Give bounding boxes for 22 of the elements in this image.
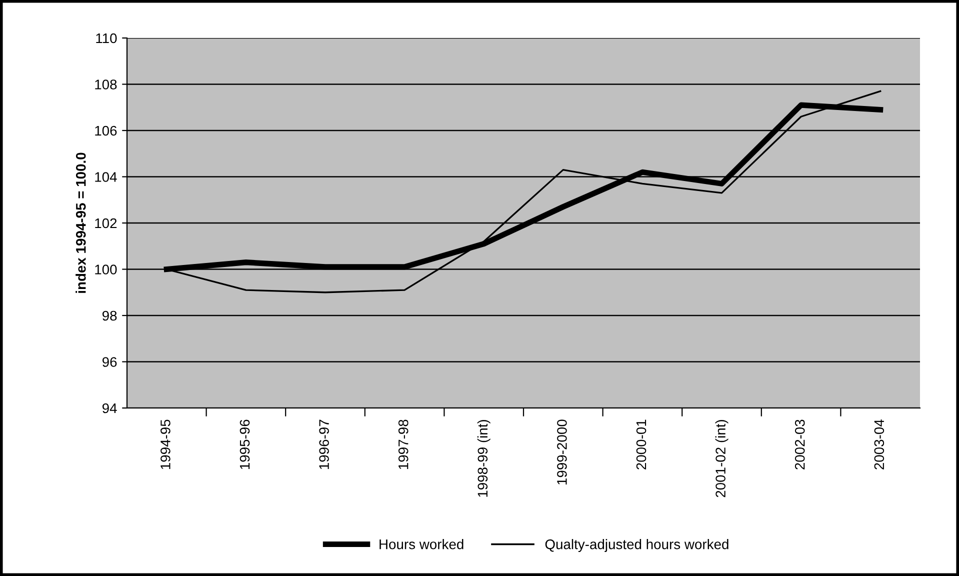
y-tick-label: 106 — [95, 126, 117, 136]
x-tick-label: 1994-95 — [160, 420, 170, 470]
x-tick-label: 2001-02 (int) — [715, 420, 728, 498]
y-tick-label: 94 — [102, 403, 117, 414]
y-tick-label: 96 — [102, 357, 117, 367]
y-axis-title: index 1994-95 = 100.0 — [76, 152, 86, 293]
legend-label: Qualty-adjusted hours worked — [545, 539, 728, 552]
legend-label: Hours worked — [380, 539, 464, 550]
y-tick-label: 100 — [95, 264, 117, 274]
x-tick-label: 1995-96 — [240, 420, 250, 470]
x-tick-label: 1998-99 (int) — [477, 420, 490, 497]
y-tick-label: 110 — [96, 33, 117, 44]
x-tick-label: 2003-04 — [874, 420, 884, 470]
y-tick-label: 108 — [95, 80, 117, 90]
x-tick-label: 2000-01 — [636, 420, 646, 470]
x-tick-label: 1997-98 — [398, 420, 408, 470]
y-tick-label: 98 — [102, 310, 117, 321]
x-tick-label: 1999-2000 — [557, 420, 567, 484]
x-tick-label: 1996-97 — [319, 420, 329, 470]
y-tick-label: 102 — [95, 218, 117, 228]
x-tick-label: 2002-03 — [794, 420, 805, 470]
y-tick-label: 104 — [95, 172, 117, 182]
